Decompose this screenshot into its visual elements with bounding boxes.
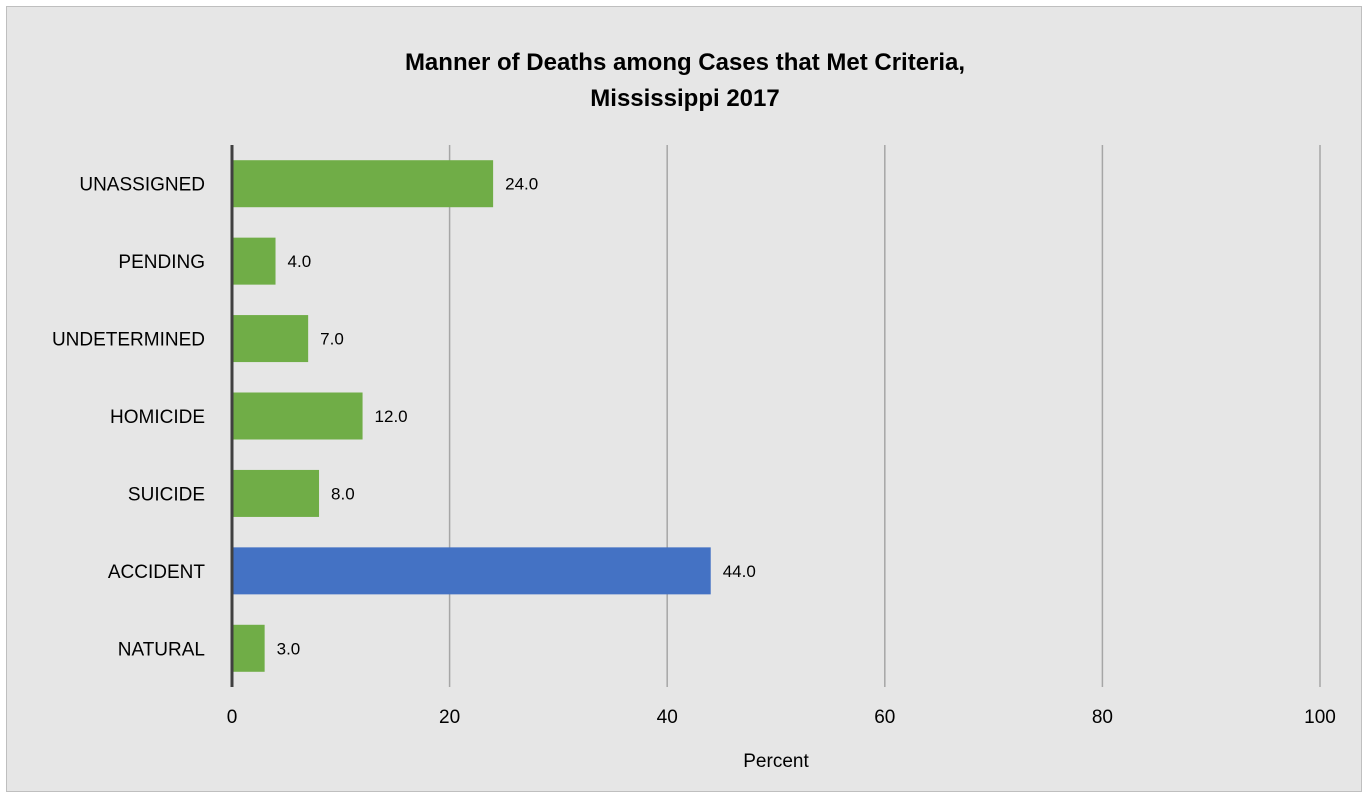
data-labels: 24.0 4.0 7.0 12.0 8.0 44.0 3.0 xyxy=(277,175,756,659)
category-label: HOMICIDE xyxy=(110,407,205,428)
bars xyxy=(232,160,711,672)
bar xyxy=(232,547,711,595)
bar xyxy=(232,624,265,672)
data-label: 44.0 xyxy=(723,562,756,581)
x-tick-label: 0 xyxy=(227,707,238,728)
x-tick-labels: 0 20 40 60 80 100 xyxy=(227,707,1336,728)
chart-title-line-2: Mississippi 2017 xyxy=(590,85,780,112)
bar xyxy=(232,469,320,517)
chart-title: Manner of Deaths among Cases that Met Cr… xyxy=(7,45,1363,117)
category-label: NATURAL xyxy=(118,639,205,660)
data-label: 3.0 xyxy=(277,639,301,658)
data-label: 7.0 xyxy=(320,330,344,349)
data-label: 4.0 xyxy=(288,252,312,271)
category-label: SUICIDE xyxy=(128,484,205,505)
category-label: PENDING xyxy=(118,252,205,273)
x-tick-label: 40 xyxy=(657,707,678,728)
bar xyxy=(232,160,494,208)
category-labels: UNASSIGNED PENDING UNDETERMINED HOMICIDE SUI… xyxy=(52,175,205,661)
x-tick-label: 60 xyxy=(874,707,895,728)
bar xyxy=(232,237,276,285)
bar xyxy=(232,315,309,363)
category-label: ACCIDENT xyxy=(108,562,206,583)
data-label: 8.0 xyxy=(331,484,355,503)
bar xyxy=(232,392,363,440)
data-label: 12.0 xyxy=(375,407,408,426)
chart-area: Manner of Deaths among Cases that Met Cr… xyxy=(6,6,1362,792)
x-axis-title: Percent xyxy=(743,751,809,772)
category-label: UNASSIGNED xyxy=(79,175,205,196)
data-label: 24.0 xyxy=(505,175,538,194)
bar-chart-plot: 24.0 4.0 7.0 12.0 8.0 44.0 3.0 UNASSIGNED PENDI… xyxy=(52,145,1336,772)
x-tick-label: 20 xyxy=(439,707,460,728)
category-label: UNDETERMINED xyxy=(52,330,205,351)
chart-title-line-1: Manner of Deaths among Cases that Met Cr… xyxy=(404,49,966,76)
x-tick-label: 80 xyxy=(1092,707,1113,728)
x-tick-label: 100 xyxy=(1304,707,1336,728)
gridlines xyxy=(448,145,1321,687)
